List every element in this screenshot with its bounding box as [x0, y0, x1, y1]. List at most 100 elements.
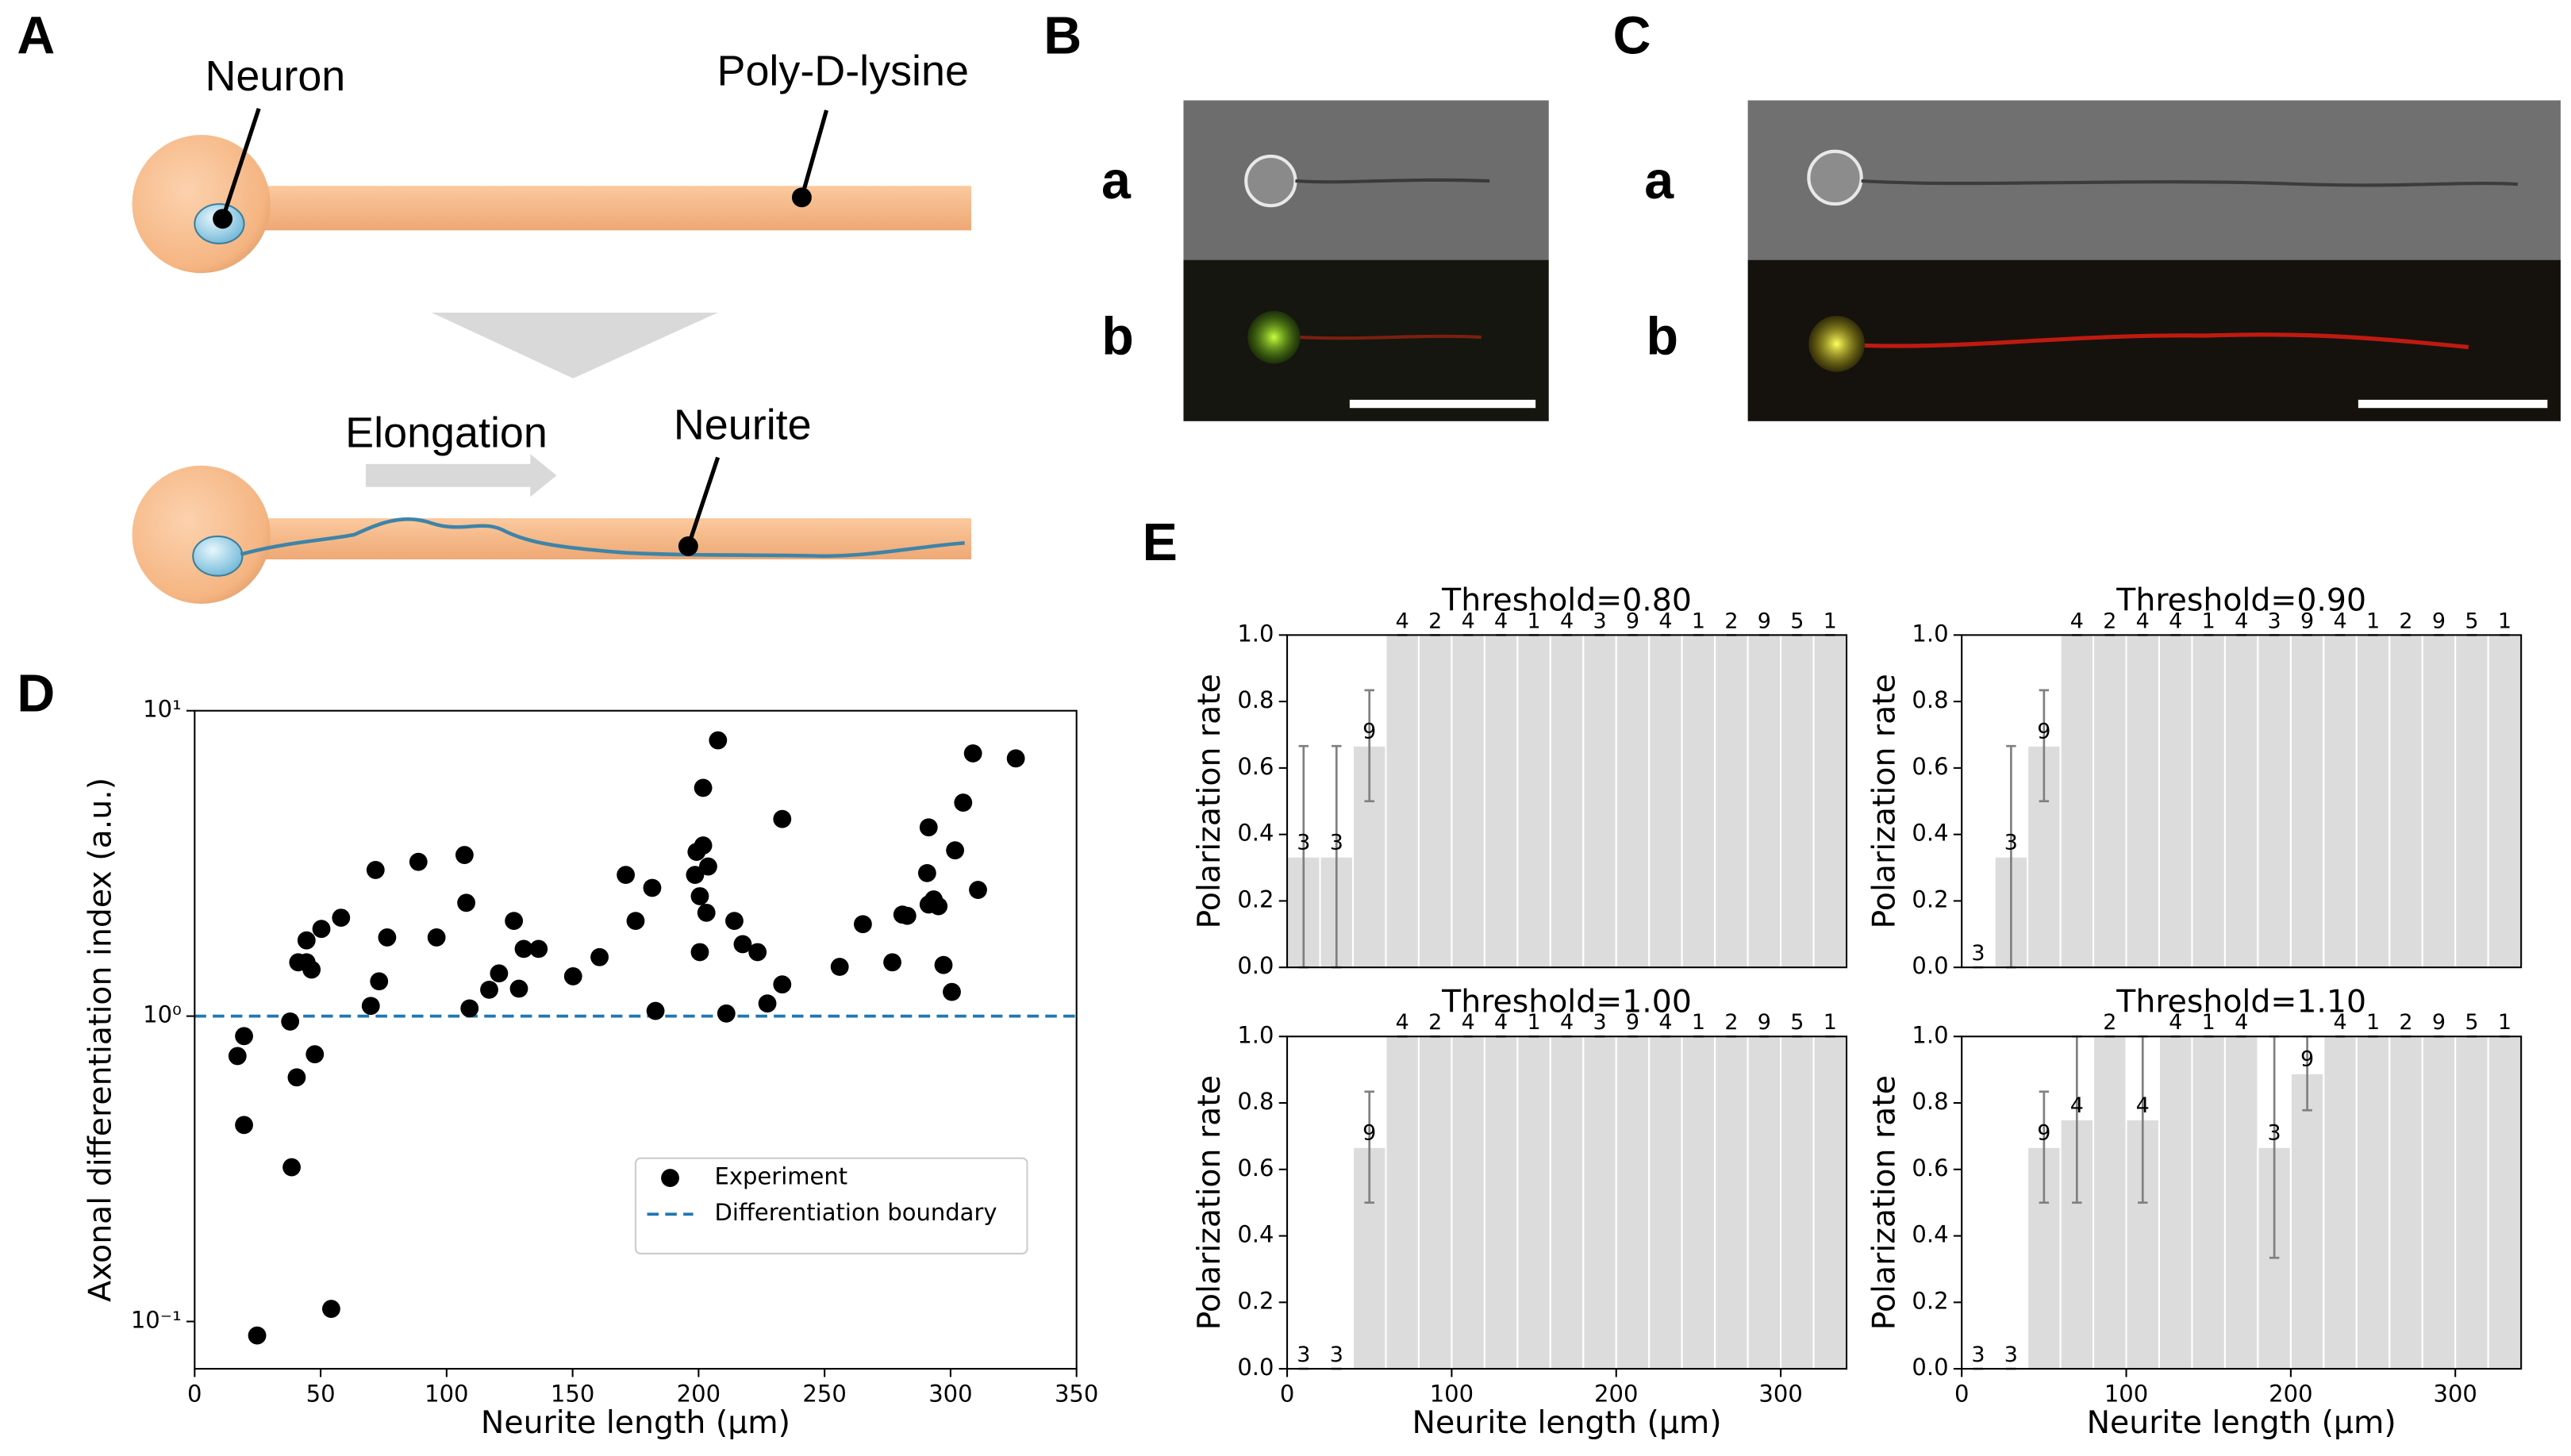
count-label: 4 [1494, 609, 1508, 633]
y-axis-label: Polarization rate [1191, 674, 1228, 928]
data-point [717, 1004, 736, 1023]
count-label: 4 [2136, 1093, 2150, 1118]
chart-title: Threshold=1.10 [2116, 983, 2366, 1020]
y-tick-label: 0.8 [1237, 686, 1274, 713]
count-label: 3 [1971, 941, 1985, 966]
count-label: 3 [2004, 1343, 2018, 1367]
phase-image [1747, 100, 2561, 260]
data-point [490, 964, 509, 983]
y-axis-label: Polarization rate [1866, 1075, 1902, 1330]
cell [1808, 316, 1865, 372]
bar [1681, 634, 1716, 969]
bar [1714, 634, 1749, 969]
y-tick-label: 0.8 [1237, 1088, 1274, 1115]
bar [2454, 1035, 2489, 1370]
count-label: 1 [2498, 609, 2511, 633]
x-tick-label: 200 [1594, 1380, 1638, 1407]
data-point [694, 778, 713, 797]
bar [2093, 1035, 2127, 1370]
x-tick-label: 0 [187, 1380, 202, 1407]
data-point [281, 1012, 300, 1031]
count-label: 3 [2004, 831, 2018, 855]
y-tick-label: 0.4 [1912, 820, 1948, 847]
y-tick-label: 1.0 [1237, 1021, 1274, 1048]
y-tick-label: 0.0 [1912, 1354, 1948, 1381]
data-point [409, 852, 428, 871]
count-label: 4 [2169, 1010, 2182, 1035]
data-point [690, 943, 709, 962]
bar [2323, 1035, 2358, 1370]
count-label: 9 [2300, 1047, 2314, 1072]
bar [1483, 1035, 1519, 1370]
data-point [306, 1045, 325, 1064]
row-label: a [1644, 152, 1674, 210]
data-point [697, 903, 716, 922]
y-tick-label: 10⁻¹ [131, 1306, 182, 1333]
row-label: b [1647, 308, 1679, 367]
x-tick-label: 100 [1430, 1380, 1474, 1407]
bar [1385, 634, 1420, 969]
nucleus [192, 535, 244, 577]
data-point [694, 836, 713, 855]
x-tick-label: 300 [2434, 1380, 2477, 1407]
count-label: 9 [1758, 1010, 1771, 1035]
diagram-label: Elongation [345, 409, 548, 457]
count-label: 9 [2432, 1010, 2446, 1035]
data-point [427, 928, 446, 947]
bar [1615, 634, 1651, 969]
y-tick-label: 1.0 [1912, 620, 1948, 647]
count-label: 3 [1330, 831, 1343, 855]
data-point [758, 994, 777, 1013]
chart-title: Threshold=1.00 [1441, 983, 1692, 1020]
data-point [626, 912, 645, 931]
count-label: 4 [2334, 1010, 2347, 1035]
y-axis-label: Axonal differentiation index (a.u.) [83, 778, 119, 1302]
diagram-label: Poly-D-lysine [717, 48, 969, 95]
data-point [529, 939, 548, 959]
leader-line [686, 456, 721, 547]
x-tick-label: 100 [2104, 1380, 2148, 1407]
leader-line [221, 108, 261, 220]
axes-frame [1286, 1035, 1848, 1370]
count-label: 4 [1560, 1010, 1574, 1035]
data-point [733, 935, 752, 954]
bar [2487, 1035, 2523, 1370]
y-axis-label: Polarization rate [1191, 1075, 1228, 1330]
elongation-arrow [365, 454, 557, 497]
micrograph: a b [1101, 100, 1549, 421]
data-point [235, 1027, 253, 1046]
data-point [235, 1116, 253, 1135]
data-point [943, 982, 961, 1001]
data-point [830, 958, 849, 976]
legend-label: Differentiation boundary [715, 1199, 997, 1226]
count-label: 9 [2037, 1121, 2050, 1146]
count-label: 4 [1462, 609, 1475, 633]
y-tick-label: 1.0 [1237, 620, 1274, 647]
count-label: 4 [1658, 609, 1672, 633]
count-label: 4 [2235, 609, 2248, 633]
data-point [954, 793, 973, 812]
chart-title: Threshold=0.80 [1441, 582, 1692, 618]
count-label: 3 [2268, 609, 2281, 633]
y-tick-label: 0.6 [1912, 753, 1948, 780]
x-axis-label: Neurite length (μm) [481, 1404, 790, 1441]
bar [2388, 1035, 2423, 1370]
bar [2355, 634, 2391, 969]
bar [1582, 634, 1617, 969]
legend-marker [661, 1169, 679, 1187]
x-axis-label: Neurite length (μm) [1412, 1404, 1722, 1441]
count-label: 3 [1297, 831, 1310, 855]
y-axis-label: Polarization rate [1866, 674, 1902, 928]
x-axis-label: Neurite length (μm) [2087, 1404, 2396, 1441]
count-label: 4 [2136, 609, 2150, 633]
count-label: 1 [1824, 1010, 1837, 1035]
count-label: 4 [2070, 1093, 2084, 1118]
count-label: 5 [2465, 609, 2478, 633]
y-tick-label: 0.2 [1912, 886, 1948, 912]
count-label: 9 [2432, 609, 2446, 633]
cell [1247, 310, 1301, 364]
x-tick-label: 100 [425, 1380, 468, 1407]
y-tick-label: 1.0 [1912, 1021, 1948, 1048]
data-point [332, 909, 351, 927]
